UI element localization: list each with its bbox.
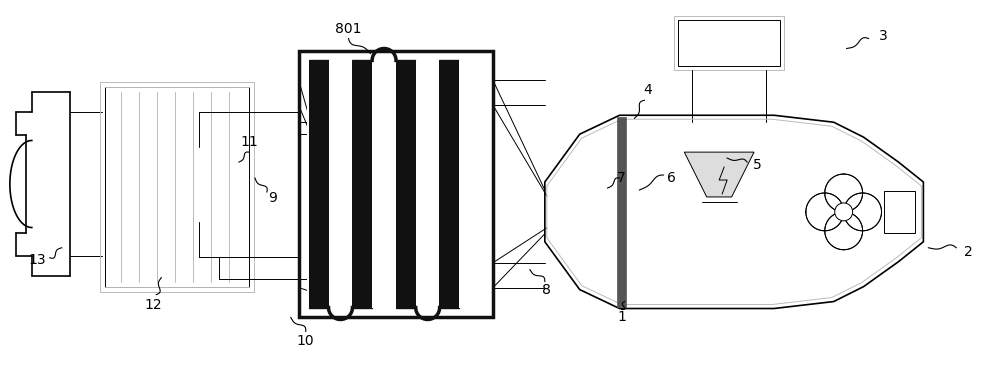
Bar [416, 61, 439, 308]
Bar [372, 61, 396, 308]
Text: 801: 801 [335, 22, 362, 36]
Text: 1: 1 [617, 311, 626, 324]
Bar [617, 117, 626, 307]
Text: 7: 7 [617, 171, 626, 185]
Text: 5: 5 [753, 158, 761, 172]
Bar [459, 61, 485, 308]
Polygon shape [545, 115, 923, 308]
Text: 13: 13 [28, 253, 46, 267]
Text: 3: 3 [879, 28, 888, 43]
Bar [100, 82, 254, 292]
Bar [674, 16, 784, 70]
Bar [678, 20, 780, 66]
Bar [352, 61, 372, 308]
Text: 4: 4 [643, 83, 652, 97]
Bar [439, 61, 459, 308]
Circle shape [835, 203, 853, 221]
Text: 11: 11 [240, 135, 258, 149]
Bar [299, 50, 493, 318]
Bar [307, 61, 309, 308]
Bar [105, 87, 249, 287]
Text: 10: 10 [297, 334, 315, 349]
Bar [396, 61, 416, 308]
Bar [309, 61, 329, 308]
Text: 12: 12 [145, 297, 162, 312]
Text: 9: 9 [268, 191, 277, 205]
Polygon shape [684, 152, 754, 197]
Text: 8: 8 [542, 283, 551, 297]
Text: 2: 2 [964, 245, 973, 259]
Bar [329, 61, 352, 308]
Bar [884, 191, 915, 233]
Text: 6: 6 [667, 171, 676, 185]
